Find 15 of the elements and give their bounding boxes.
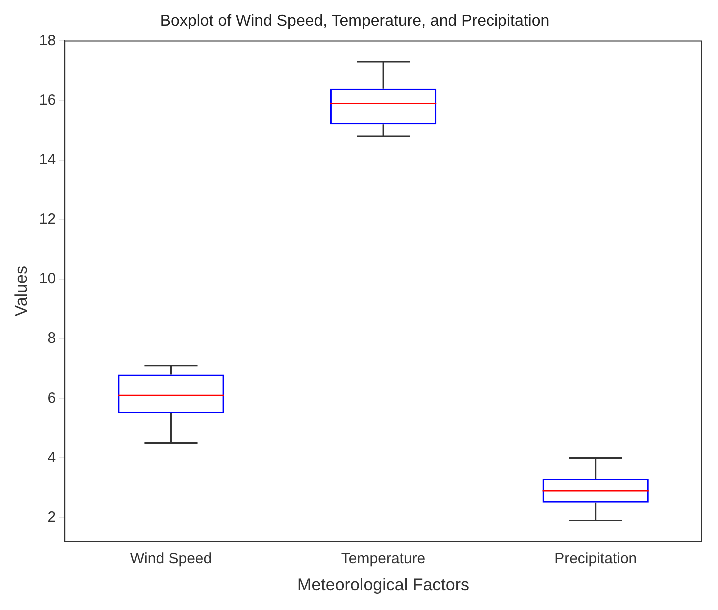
y-tick-label: 18 [39, 32, 56, 50]
y-tick-label: 4 [48, 449, 56, 466]
y-tick-label: 6 [48, 390, 56, 407]
x-tick-label: Precipitation [554, 550, 638, 568]
y-tick-label: 12 [39, 211, 56, 228]
x-axis-title: Meteorological Factors [298, 575, 470, 594]
y-tick-label: 14 [39, 151, 56, 168]
x-tick-label: Temperature [341, 550, 426, 568]
y-tick-label: 2 [48, 508, 56, 526]
y-axis-title: Values [12, 266, 31, 317]
y-tick-label: 16 [39, 92, 56, 109]
x-tick-label: Wind Speed [130, 550, 212, 568]
y-tick-label: 8 [48, 330, 56, 348]
chart-title: Boxplot of Wind Speed, Temperature, and Precipitation [160, 13, 550, 30]
y-tick-label: 10 [39, 270, 56, 288]
